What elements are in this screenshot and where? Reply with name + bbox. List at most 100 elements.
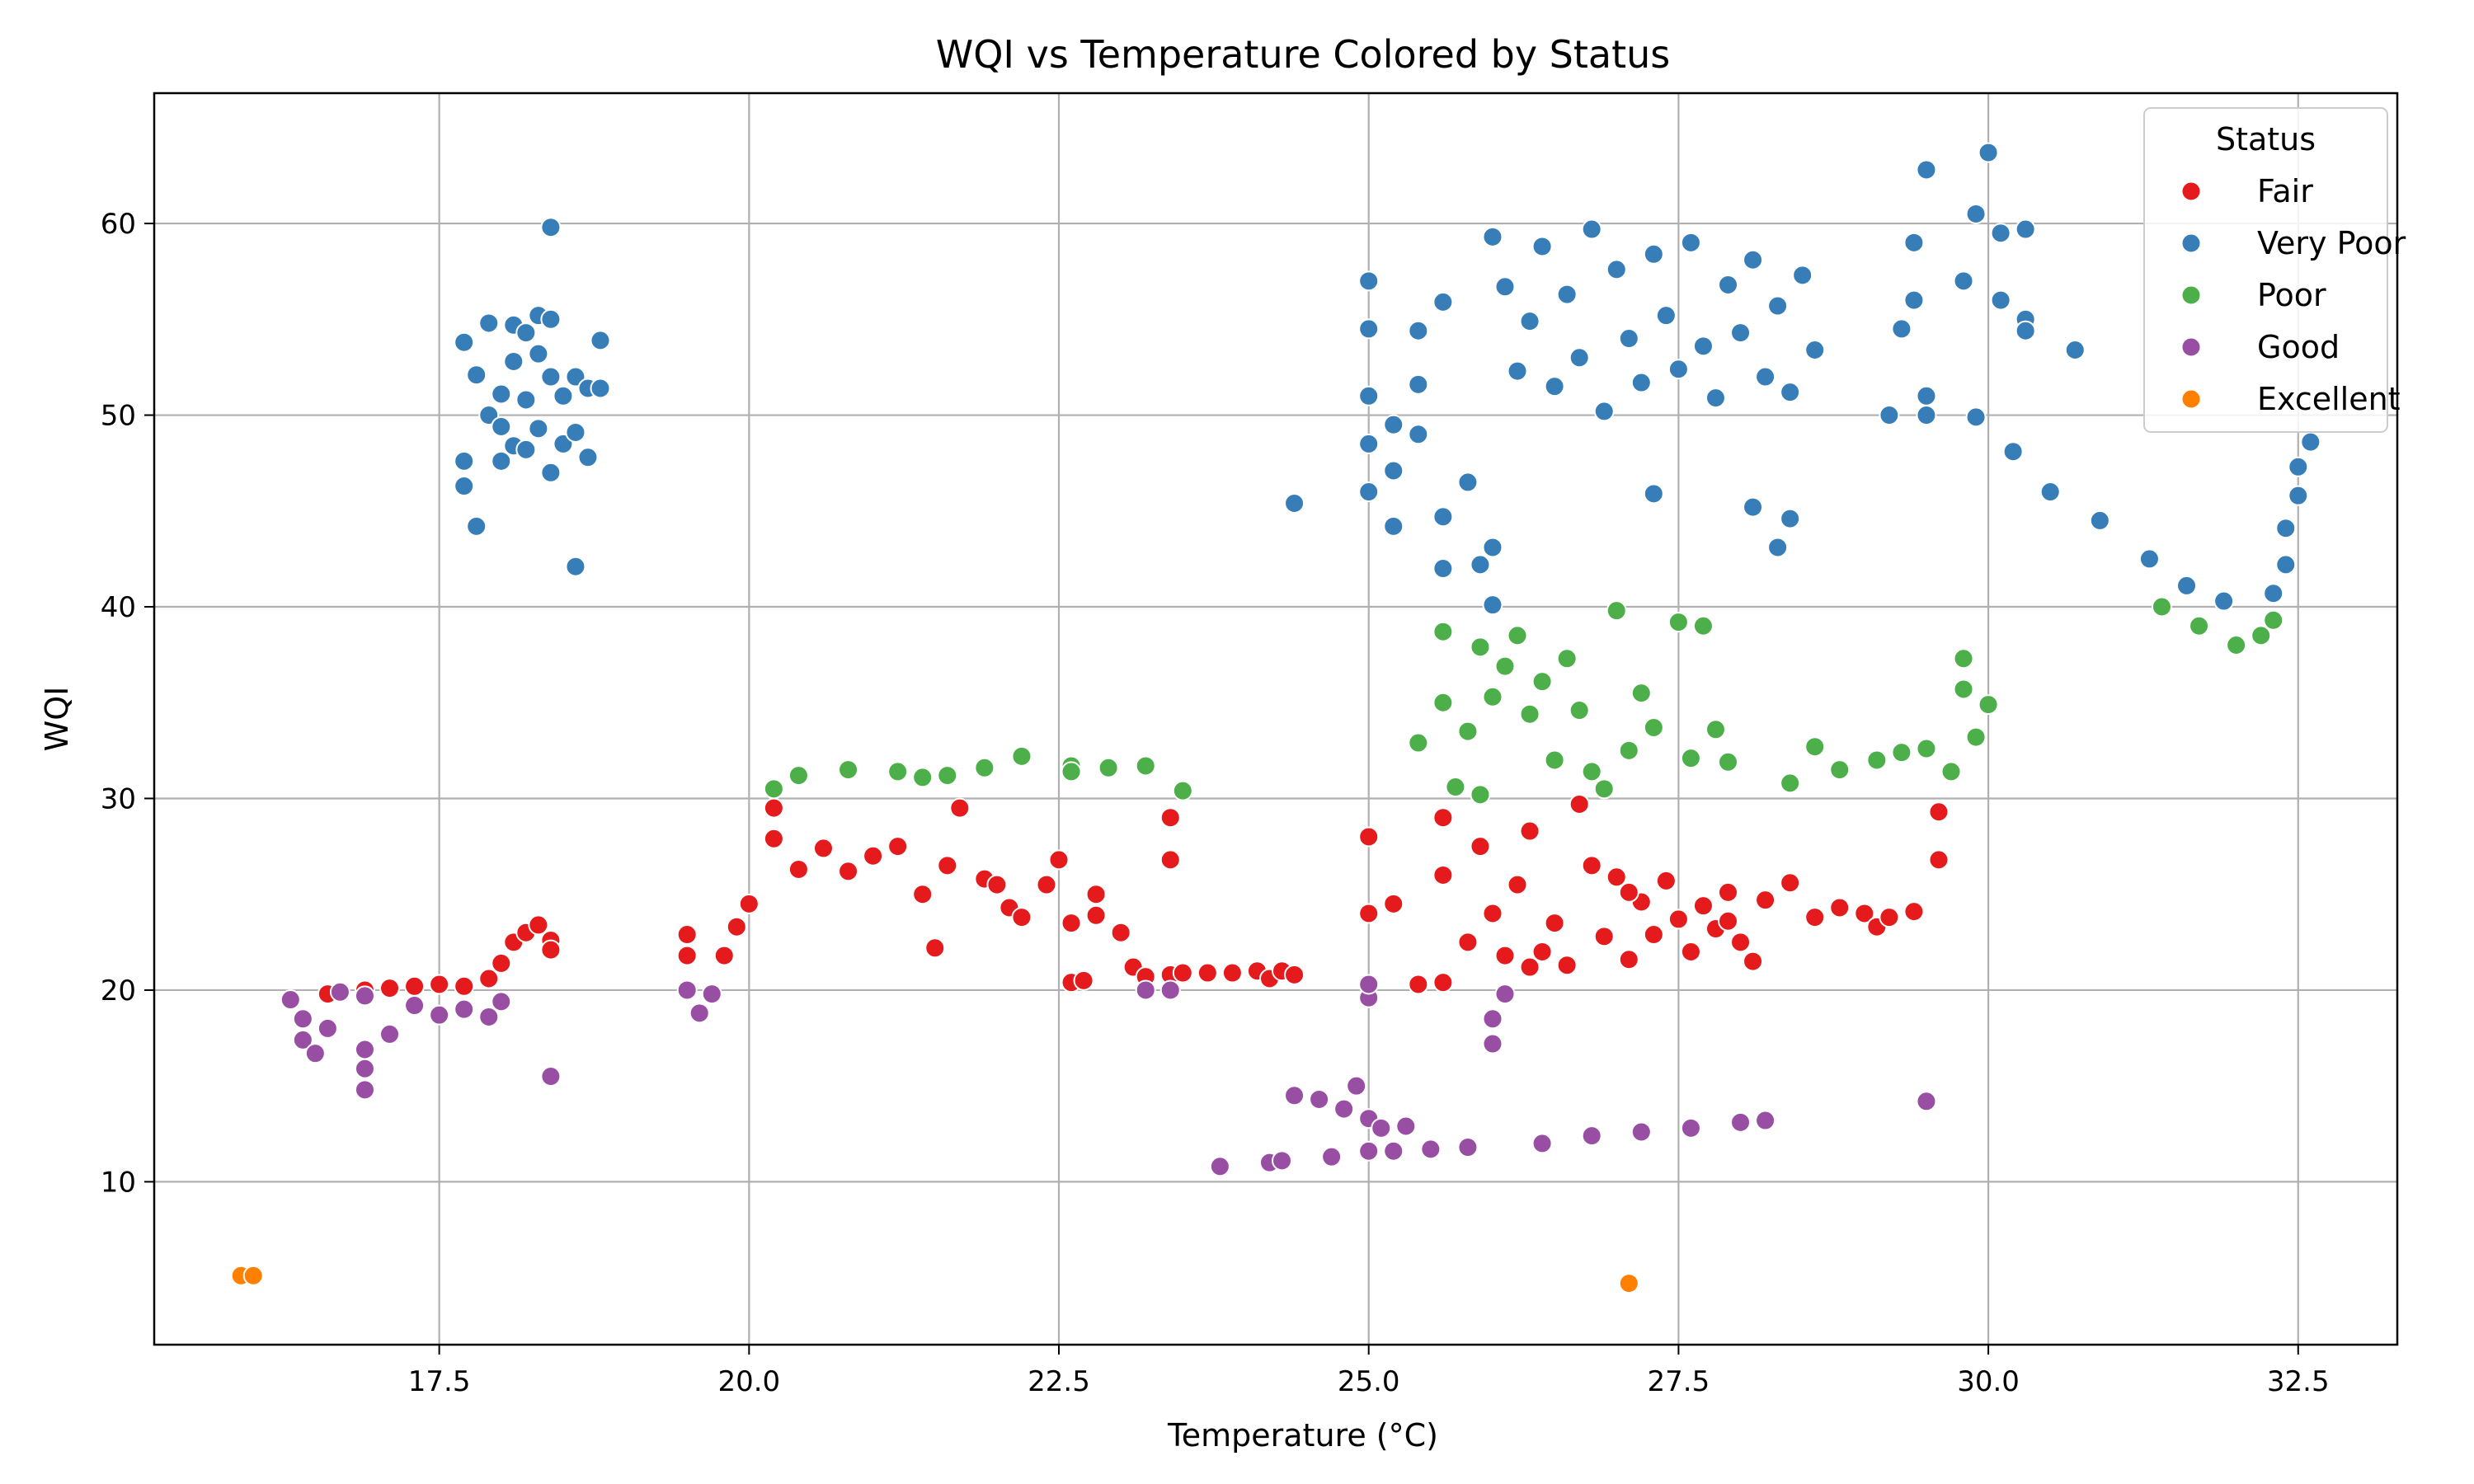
- data-point: [1780, 872, 1801, 894]
- y-axis-ticks: 10 20 30 40 50 60: [101, 208, 154, 1199]
- data-point: [1891, 742, 1912, 763]
- data-point: [1718, 910, 1739, 932]
- data-point: [2226, 635, 2247, 656]
- data-point: [1432, 972, 1454, 993]
- data-point: [1395, 1115, 1417, 1137]
- data-point: [454, 331, 475, 353]
- data-point: [478, 968, 500, 989]
- data-point: [1829, 897, 1851, 918]
- data-point: [1036, 874, 1057, 895]
- data-point: [478, 312, 500, 334]
- data-point: [2015, 320, 2036, 341]
- data-point: [2300, 431, 2321, 453]
- data-point: [1544, 376, 1565, 397]
- data-point: [528, 343, 549, 364]
- legend-entry-label: Excellent: [2257, 381, 2401, 417]
- data-point: [1965, 726, 1987, 748]
- data-point: [1432, 506, 1454, 528]
- data-point: [404, 995, 426, 1017]
- data-point: [1667, 909, 1689, 930]
- data-point: [1432, 621, 1454, 642]
- legend: Status Fair Very Poor Poor Good Excellent: [2143, 107, 2406, 433]
- data-point: [1457, 721, 1479, 742]
- data-point: [404, 975, 426, 997]
- data-point: [1866, 749, 1888, 771]
- x-axis-label: Temperature (°C): [1167, 1417, 1438, 1453]
- data-point: [2275, 554, 2297, 575]
- data-point: [1209, 1156, 1230, 1177]
- data-point: [1358, 270, 1380, 292]
- data-point: [1358, 433, 1380, 454]
- data-point: [887, 761, 909, 782]
- data-point: [863, 845, 884, 866]
- data-point: [1073, 970, 1094, 991]
- data-point: [466, 515, 487, 537]
- data-point: [1953, 270, 1974, 292]
- data-point: [2275, 518, 2297, 539]
- data-point: [1272, 1150, 1293, 1172]
- data-point: [1990, 223, 2011, 244]
- data-point: [1085, 904, 1107, 926]
- legend-entry-label: Very Poor: [2257, 225, 2406, 261]
- data-point: [1494, 276, 1516, 298]
- data-point: [454, 450, 475, 472]
- data-point: [1531, 941, 1553, 962]
- data-point: [478, 1006, 500, 1027]
- data-point: [2213, 590, 2235, 612]
- data-point: [1172, 780, 1193, 801]
- data-point: [466, 364, 487, 386]
- data-point: [1470, 836, 1491, 857]
- data-point: [1556, 284, 1578, 305]
- data-point: [1172, 962, 1193, 984]
- data-point: [1581, 761, 1602, 782]
- data-point: [1730, 1111, 1752, 1133]
- data-point: [1358, 481, 1380, 503]
- data-point: [1544, 749, 1565, 771]
- legend-title: Status: [2216, 121, 2316, 157]
- data-point: [528, 418, 549, 439]
- data-point: [2039, 481, 2061, 503]
- data-point: [912, 767, 934, 788]
- data-point: [1692, 336, 1714, 357]
- data-point: [1593, 401, 1615, 422]
- data-point: [515, 389, 537, 411]
- data-point: [540, 939, 562, 960]
- data-point: [1990, 289, 2011, 311]
- data-point: [1544, 913, 1565, 934]
- data-point: [1569, 793, 1590, 815]
- data-point: [1618, 328, 1639, 350]
- data-point: [788, 765, 809, 787]
- data-point: [1606, 600, 1627, 622]
- grid: [154, 93, 2397, 1345]
- data-point: [1593, 926, 1615, 947]
- data-point: [1445, 777, 1466, 798]
- data-point: [1531, 236, 1553, 257]
- data-point: [553, 385, 574, 406]
- data-point: [1284, 492, 1305, 514]
- data-point: [1718, 881, 1739, 903]
- data-point: [1432, 864, 1454, 885]
- data-point: [454, 975, 475, 997]
- data-point: [2288, 485, 2309, 506]
- data-point: [1854, 903, 1875, 924]
- y-tick-label: 40: [101, 591, 136, 624]
- data-point: [1767, 537, 1789, 558]
- data-point: [1408, 373, 1429, 395]
- data-point: [528, 914, 549, 936]
- data-point: [726, 916, 747, 937]
- series-very-poor: [454, 142, 2321, 616]
- data-point: [354, 1039, 375, 1060]
- data-point: [2263, 609, 2284, 631]
- data-points: [230, 142, 2321, 1294]
- y-tick-label: 10: [101, 1166, 136, 1199]
- x-tick-label: 32.5: [2267, 1365, 2330, 1398]
- data-point: [540, 462, 562, 483]
- data-point: [1159, 979, 1181, 1001]
- data-point: [1755, 1110, 1776, 1131]
- data-point: [1159, 807, 1181, 829]
- data-point: [1284, 1085, 1305, 1106]
- data-point: [577, 447, 599, 468]
- y-axis-label: WQI: [39, 687, 75, 752]
- data-point: [1940, 761, 1962, 782]
